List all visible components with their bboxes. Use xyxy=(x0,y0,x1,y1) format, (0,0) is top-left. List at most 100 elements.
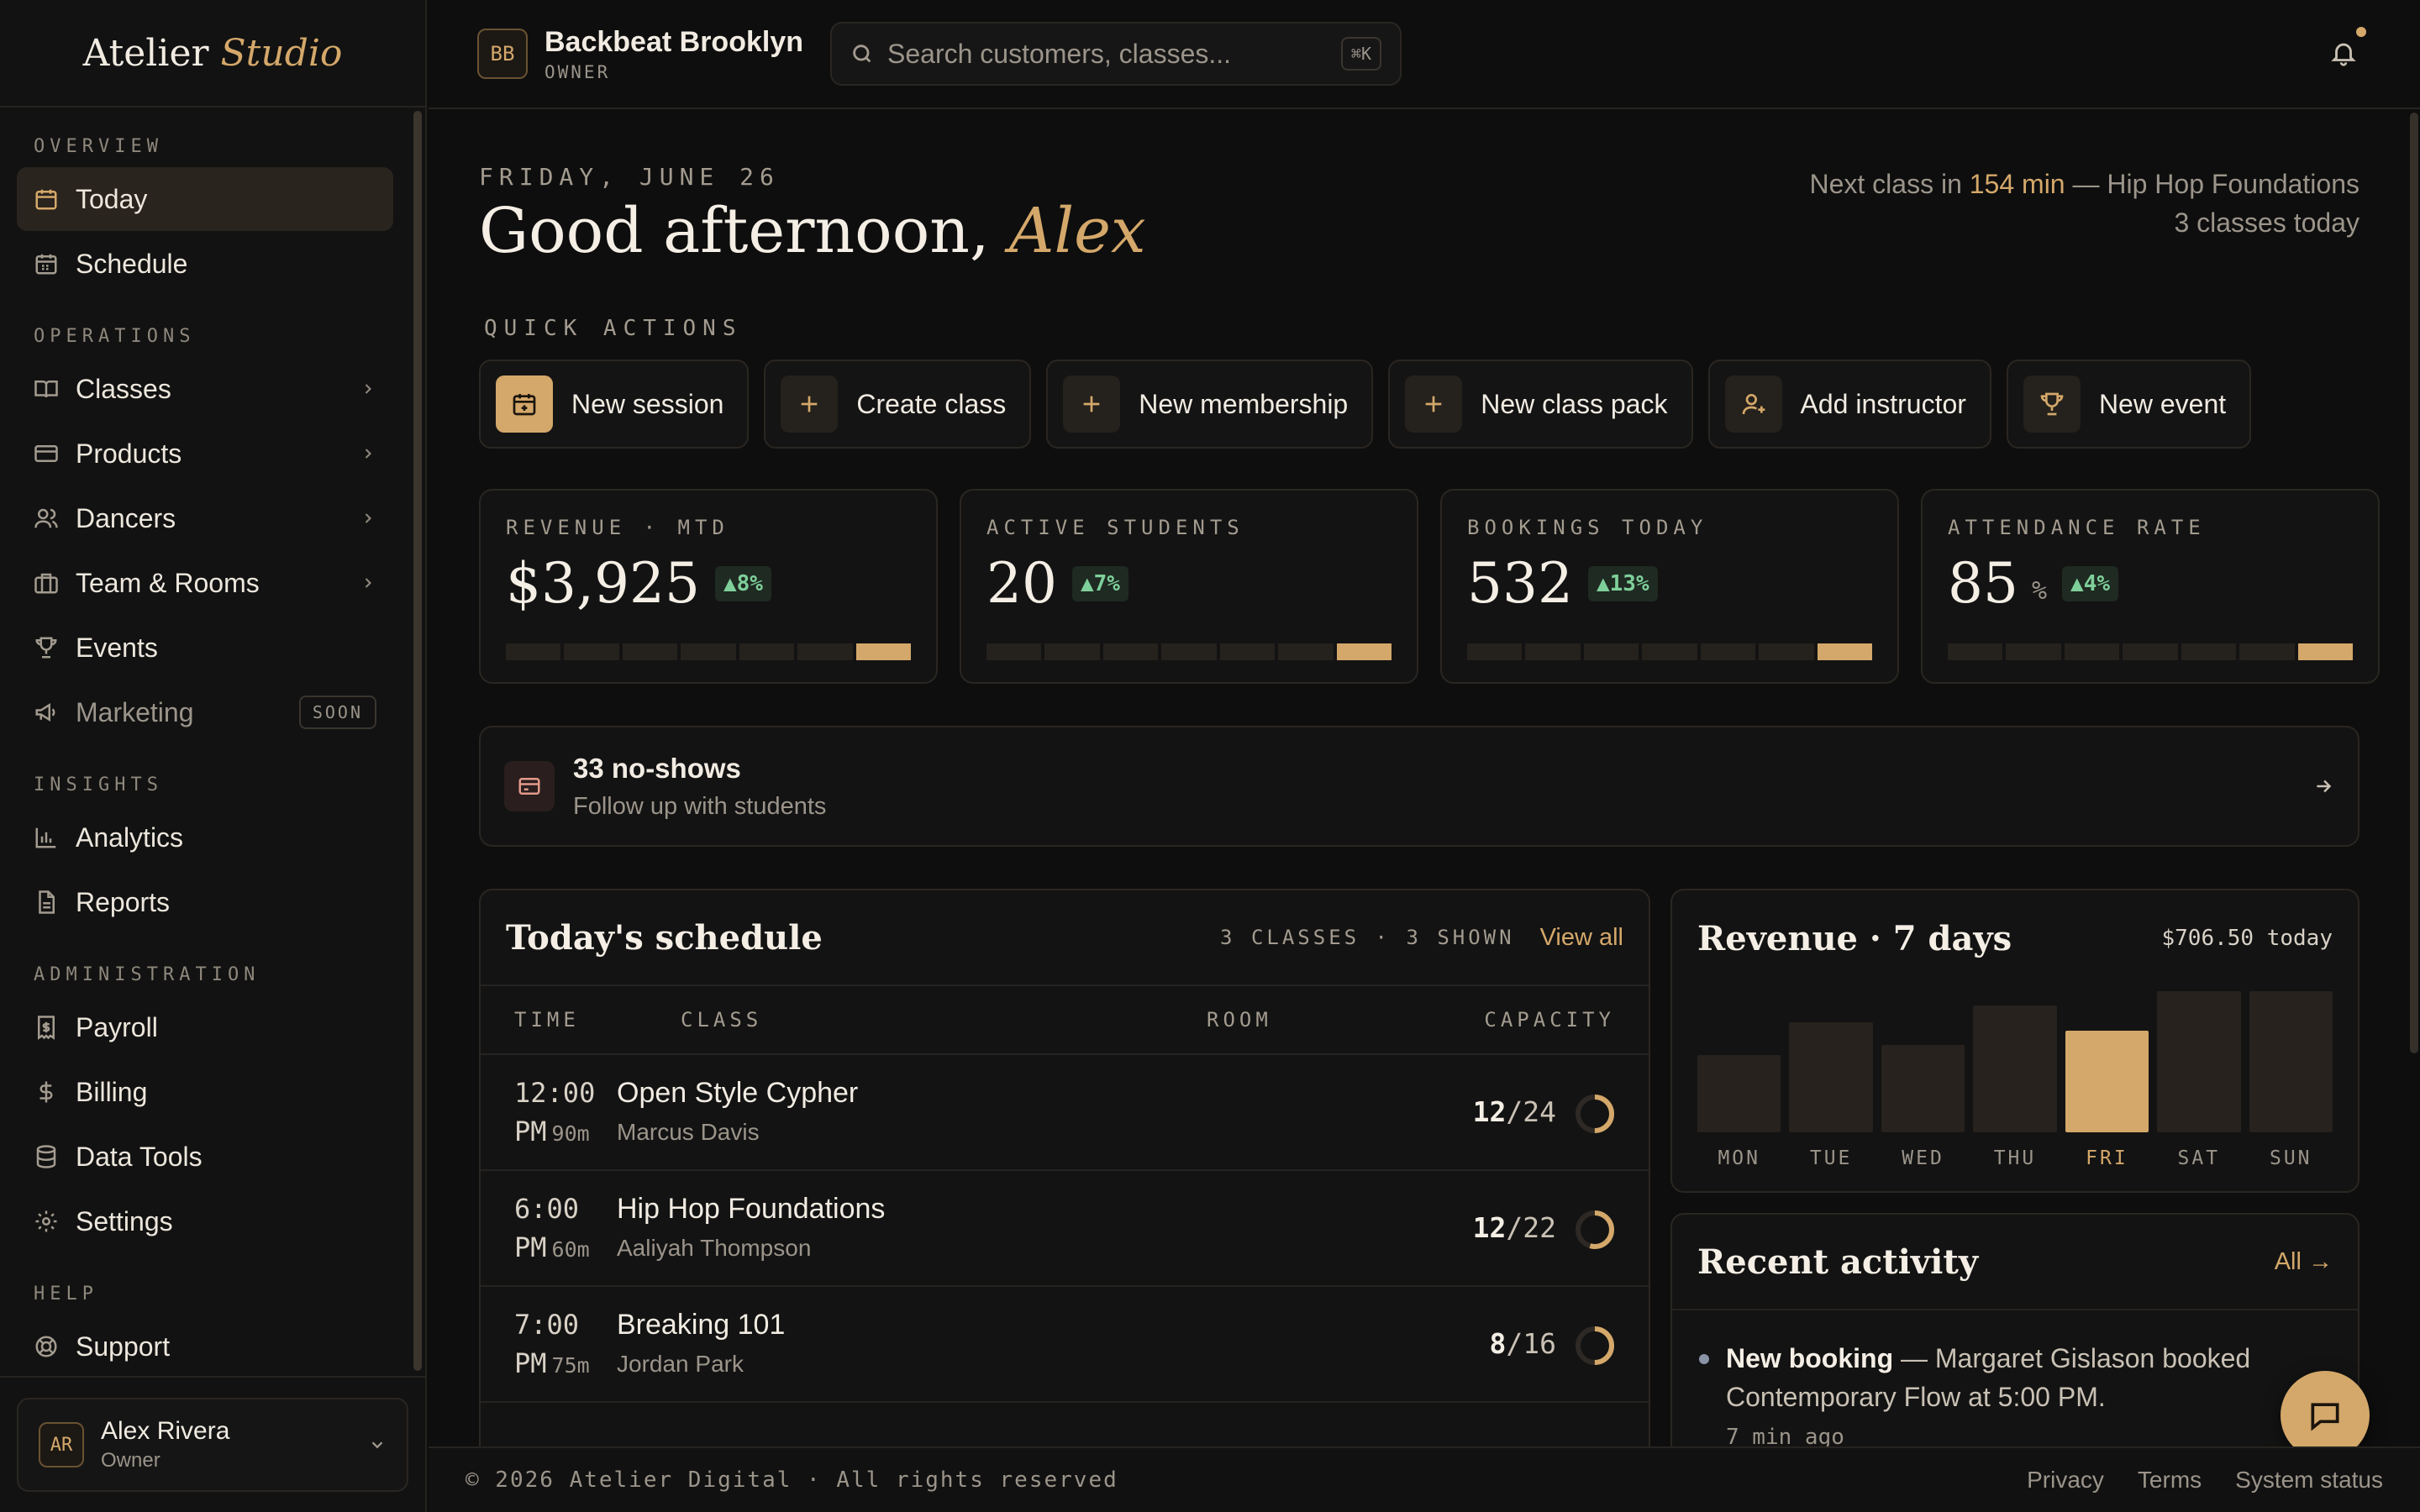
revenue-day-label: FRI xyxy=(2086,1147,2128,1169)
capacity-ring-fill xyxy=(1576,1326,1614,1365)
kpi-bookings-today[interactable]: BOOKINGS TODAY 532 ▲13% xyxy=(1440,489,1899,684)
revenue-today: $706.50 today xyxy=(2161,926,2333,951)
kpi-revenue[interactable]: REVENUE · MTD $3,925 ▲8% xyxy=(479,489,938,684)
revenue-bar-sun[interactable] xyxy=(2249,991,2333,1132)
capacity-ring-fill xyxy=(1576,1210,1614,1249)
activity-all-link[interactable]: All → xyxy=(2274,1247,2333,1275)
new-membership-button[interactable]: New membership xyxy=(1046,360,1374,449)
add-instructor-button[interactable]: Add instructor xyxy=(1707,360,1991,449)
schedule-row[interactable]: 7:00 PM 75m Breaking 101 Jordan Park 8/16 xyxy=(481,1287,1649,1403)
kpi-label: ATTENDANCE RATE xyxy=(1948,516,2206,539)
schedule-meta: 3 CLASSES · 3 SHOWN xyxy=(1220,926,1515,949)
revenue-title: Revenue · 7 days xyxy=(1697,919,2012,958)
credit-card-icon xyxy=(34,445,58,462)
studio-avatar[interactable]: BB xyxy=(477,29,528,79)
revenue-bar-mon[interactable] xyxy=(1697,1055,1781,1132)
new-membership-label: New membership xyxy=(1139,388,1349,419)
kpi-label: REVENUE · MTD xyxy=(506,516,729,539)
new-session-button[interactable]: New session xyxy=(479,360,750,449)
new-session-label: New session xyxy=(571,388,724,419)
kpi-value: $3,925 xyxy=(506,551,700,616)
class-instructor: Aaliyah Thompson xyxy=(617,1235,812,1261)
greeting-text: Good afternoon, xyxy=(479,195,990,267)
terms-link[interactable]: Terms xyxy=(2137,1467,2202,1493)
chat-button[interactable] xyxy=(2281,1371,2370,1460)
sidebar-item-settings[interactable]: Settings xyxy=(17,1189,393,1253)
current-date: FRIDAY, JUNE 26 xyxy=(479,163,780,191)
create-class-button[interactable]: Create class xyxy=(764,360,1032,449)
page-scrollbar[interactable] xyxy=(2410,113,2418,1053)
sidebar-item-label: Reports xyxy=(76,886,171,917)
class-instructor: Marcus Davis xyxy=(617,1119,760,1145)
privacy-link[interactable]: Privacy xyxy=(2027,1467,2104,1493)
revenue-day-labels: MON TUE WED THU FRI SAT SUN xyxy=(1697,1147,2333,1169)
schedule-row[interactable]: 12:00 PM 90m Open Style Cypher Marcus Dav… xyxy=(481,1055,1649,1171)
class-ampm: PM xyxy=(514,1231,547,1263)
sidebar-item-events[interactable]: Events xyxy=(17,616,393,680)
revenue-bar-sat[interactable] xyxy=(2157,991,2241,1132)
sidebar-item-products[interactable]: Products xyxy=(17,422,393,486)
revenue-bar-wed[interactable] xyxy=(1881,1045,1965,1132)
briefcase-icon xyxy=(34,573,58,594)
revenue-bar-thu[interactable] xyxy=(1973,1005,2057,1132)
view-all-link[interactable]: View all xyxy=(1539,923,1623,951)
revenue-day-label: THU xyxy=(1993,1147,2037,1169)
sidebar-item-billing[interactable]: Billing xyxy=(17,1060,393,1124)
new-class-pack-button[interactable]: New class pack xyxy=(1388,360,1693,449)
kpi-sparkline xyxy=(1467,643,1872,660)
sidebar-item-classes[interactable]: Classes xyxy=(17,357,393,421)
sidebar-item-data-tools[interactable]: Data Tools xyxy=(17,1125,393,1189)
sidebar-item-today[interactable]: Today xyxy=(17,167,393,231)
bar-chart-icon xyxy=(35,827,56,848)
sidebar-scrollbar[interactable] xyxy=(413,111,422,1371)
brand-logo[interactable]: Atelier Studio xyxy=(0,0,425,108)
sidebar-item-marketing[interactable]: Marketing SOON xyxy=(17,680,393,744)
nav-section-operations: OPERATIONS xyxy=(34,326,196,347)
class-name: Hip Hop Foundations xyxy=(617,1193,886,1225)
sidebar-item-team-rooms[interactable]: Team & Rooms xyxy=(17,551,393,615)
class-booked: 8 xyxy=(1489,1327,1507,1360)
class-time: 7:00 xyxy=(514,1309,580,1341)
trophy-icon xyxy=(2023,375,2081,433)
sidebar-item-dancers[interactable]: Dancers xyxy=(17,486,393,550)
next-class-prefix: Next class in xyxy=(1809,169,1962,199)
kpi-active-students[interactable]: ACTIVE STUDENTS 20 ▲7% xyxy=(960,489,1418,684)
dollar-icon xyxy=(39,1081,53,1103)
sidebar-item-reports[interactable]: Reports xyxy=(17,870,393,934)
sidebar-item-support[interactable]: Support xyxy=(17,1315,393,1378)
class-capacity: 12/22 xyxy=(1473,1211,1556,1244)
activity-item[interactable]: New booking — Margaret Gislason booked C… xyxy=(1726,1339,2307,1416)
user-plus-icon xyxy=(1724,375,1782,433)
calendar-icon xyxy=(35,189,57,210)
search-input[interactable] xyxy=(887,38,1341,70)
todays-schedule: Today's schedule 3 CLASSES · 3 SHOWN Vie… xyxy=(479,889,1650,1512)
no-shows-alert[interactable]: 33 no-shows Follow up with students xyxy=(479,726,2360,847)
sidebar-item-label: Analytics xyxy=(76,822,184,853)
revenue-bar-fri[interactable] xyxy=(2065,1031,2149,1132)
revenue-bar-tue[interactable] xyxy=(1789,1022,1873,1132)
schedule-title: Today's schedule xyxy=(506,917,823,958)
user-name: Alex Rivera xyxy=(101,1417,230,1445)
user-menu[interactable]: AR Alex Rivera Owner xyxy=(17,1398,408,1492)
sidebar-item-analytics[interactable]: Analytics xyxy=(17,806,393,869)
chevron-right-icon xyxy=(365,449,371,459)
search-bar[interactable]: ⌘K xyxy=(830,22,1402,86)
new-event-button[interactable]: New event xyxy=(2006,360,2252,449)
sidebar-item-label: Billing xyxy=(76,1076,148,1107)
studio-switcher[interactable]: Backbeat Brooklyn OWNER xyxy=(544,26,803,82)
nav-section-insights: INSIGHTS xyxy=(34,774,163,795)
revenue-day-label: WED xyxy=(1902,1147,1944,1169)
no-shows-subtitle: Follow up with students xyxy=(573,792,827,820)
sidebar-item-schedule[interactable]: Schedule xyxy=(17,232,393,296)
kpi-attendance-rate[interactable]: ATTENDANCE RATE 85 % ▲4% xyxy=(1921,489,2380,684)
system-status-link[interactable]: System status xyxy=(2235,1467,2383,1493)
schedule-row[interactable]: 6:00 PM 60m Hip Hop Foundations Aaliyah T… xyxy=(481,1171,1649,1287)
class-booked: 12 xyxy=(1472,1211,1507,1244)
bell-icon[interactable] xyxy=(2329,39,2358,67)
chevron-right-icon xyxy=(365,513,371,523)
sidebar-item-payroll[interactable]: Payroll xyxy=(17,995,393,1059)
avatar: AR xyxy=(39,1422,84,1467)
activity-title: Recent activity xyxy=(1697,1242,1979,1282)
class-capacity: 8/16 xyxy=(1490,1327,1556,1360)
users-icon xyxy=(34,508,58,528)
